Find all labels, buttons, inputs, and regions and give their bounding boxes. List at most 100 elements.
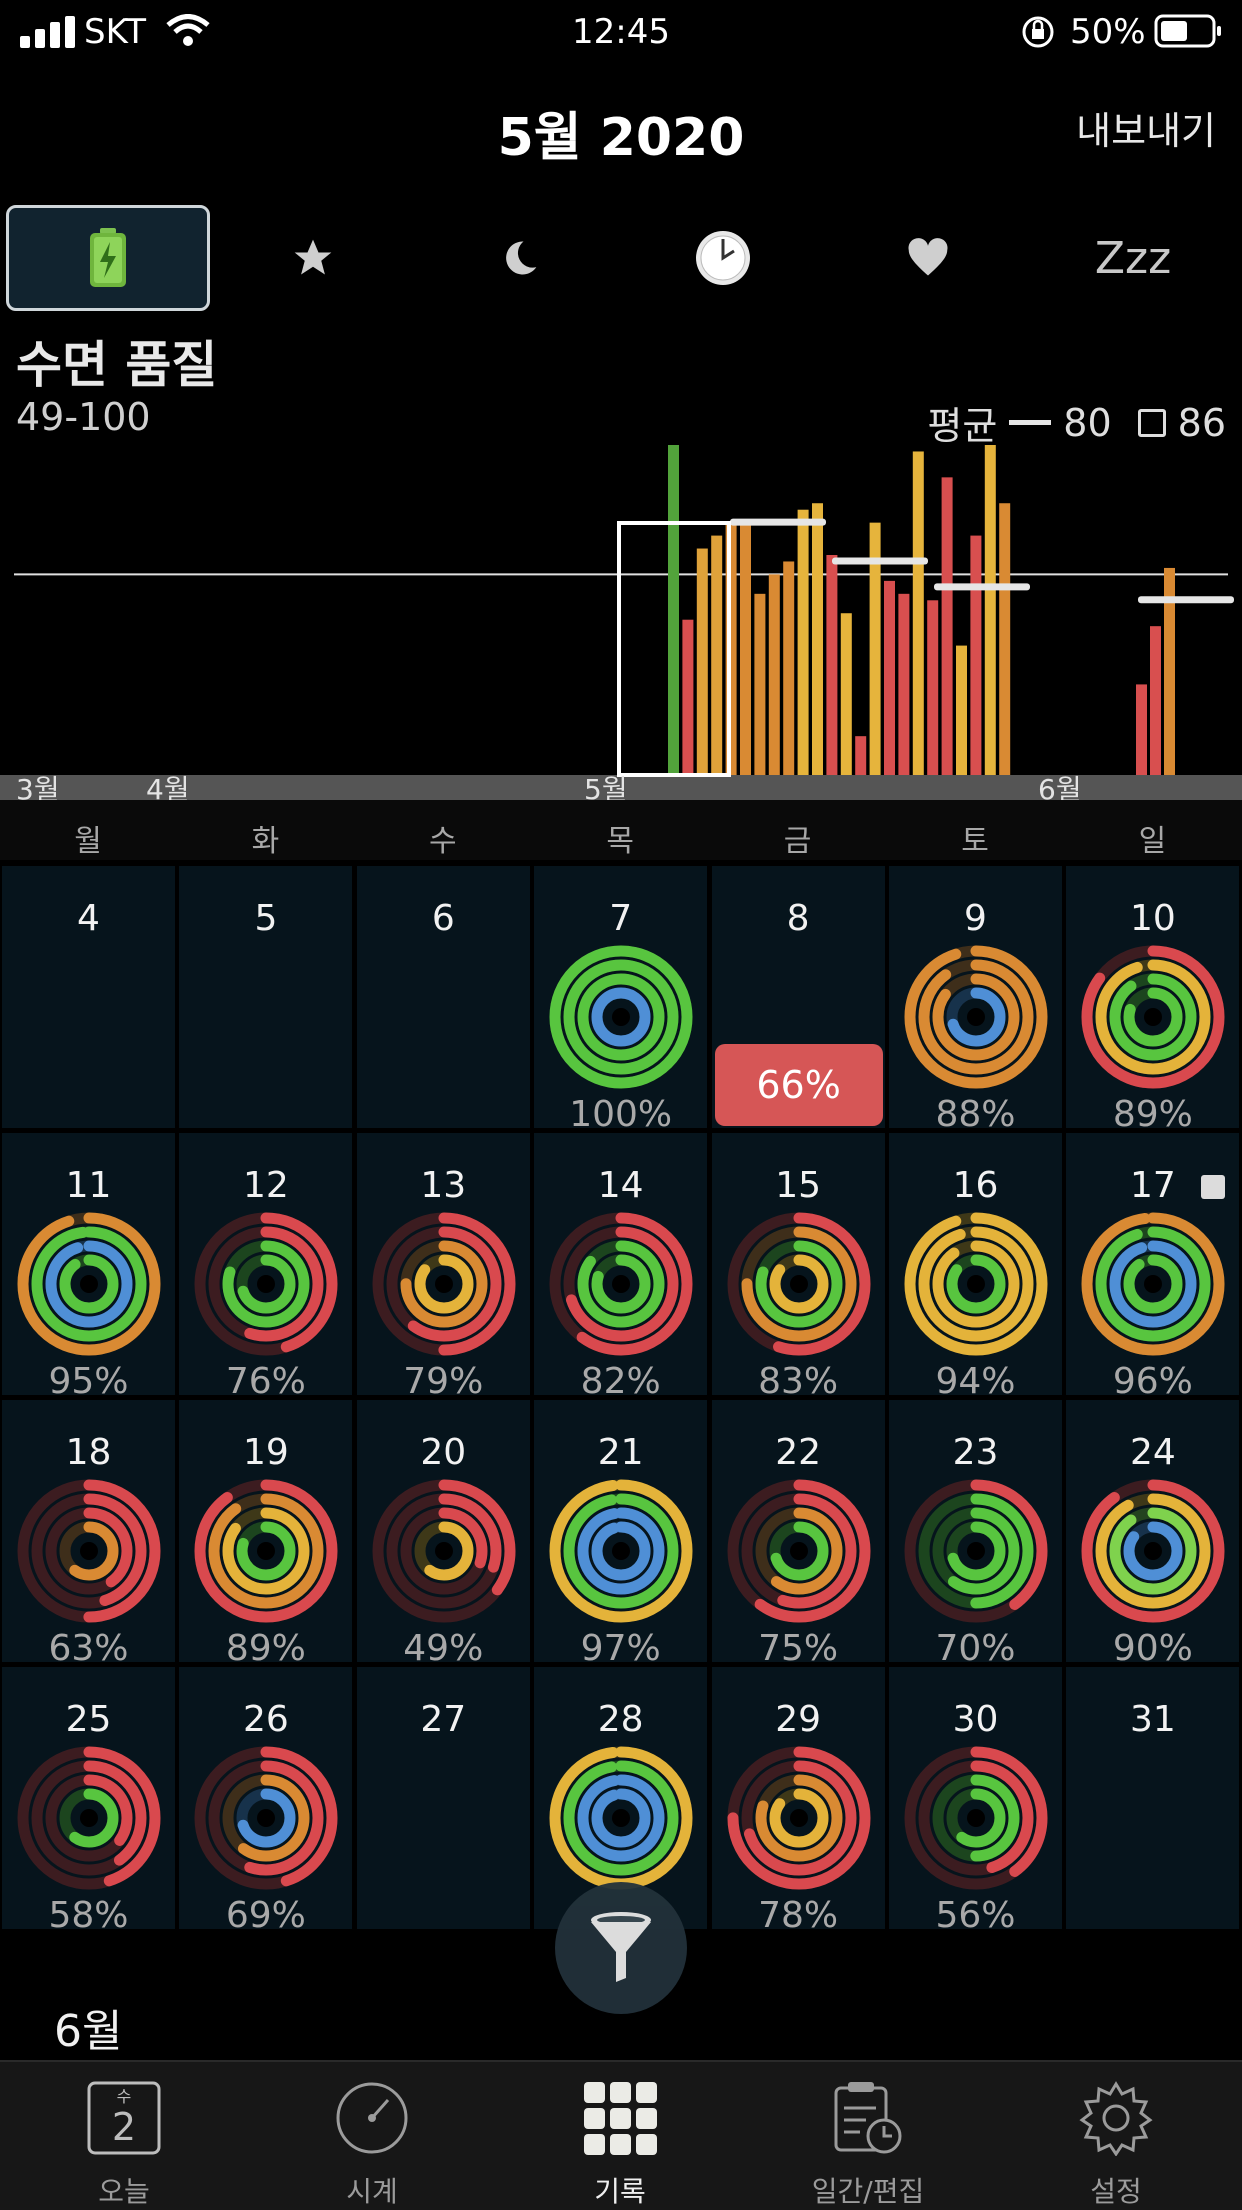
day-number: 28 [597, 1699, 644, 1740]
calendar-day-cell[interactable]: 5 [179, 866, 353, 1128]
calendar-day-cell[interactable]: 8 66% [711, 866, 885, 1128]
calendar-day-cell[interactable]: 22 75% [711, 1400, 885, 1669]
chart-bar [884, 580, 895, 775]
tab-heart[interactable] [826, 205, 1030, 311]
tab-history[interactable]: 기록 [496, 2062, 744, 2210]
activity-ring-icon [904, 1746, 1048, 1890]
clipboard-clock-icon [834, 2082, 902, 2154]
chart-bar [855, 736, 867, 775]
calendar-day-cell[interactable]: 19 89% [179, 1400, 353, 1669]
day-number: 10 [1129, 898, 1176, 939]
weekly-average-marker [730, 518, 826, 526]
tab-clock-gauge[interactable]: 시계 [248, 2062, 496, 2210]
calendar-day-cell[interactable]: 17 96% [1066, 1133, 1240, 1402]
calendar-day-cell[interactable]: 20 49% [356, 1400, 530, 1669]
activity-ring-icon [549, 1746, 693, 1890]
tab-label-clock: 시계 [346, 2175, 398, 2208]
day-number: 13 [420, 1165, 467, 1206]
activity-ring-icon [194, 1479, 338, 1623]
tab-star[interactable] [211, 205, 415, 311]
tab-moon[interactable] [416, 205, 620, 311]
today-weekday: 수 [117, 2087, 132, 2106]
calendar-day-cell[interactable]: 14 82% [534, 1133, 708, 1402]
carrier-label: SKT [84, 12, 147, 52]
chart-bar [768, 574, 780, 775]
average-line-swatch [1009, 420, 1052, 425]
calendar-day-cell[interactable]: 7 100% [534, 866, 708, 1135]
calendar-day-cell[interactable]: 25 58% [2, 1667, 175, 1936]
sleep-quality-chart[interactable]: 3월 4월 5월 6월 [0, 430, 1242, 850]
calendar-day-cell[interactable]: 28 [534, 1667, 708, 1929]
export-button[interactable]: 내보내기 [1076, 109, 1216, 153]
activity-ring-icon [372, 1212, 516, 1356]
calendar-day-cell[interactable]: 6 [356, 866, 530, 1128]
calendar-day-cell[interactable]: 10 89% [1066, 866, 1240, 1135]
weekday-label: 토 [961, 824, 989, 859]
day-number: 7 [609, 898, 633, 939]
chart-bar [797, 509, 809, 775]
calendar-day-cell[interactable]: 23 70% [889, 1400, 1062, 1669]
weekday-label: 화 [251, 824, 280, 859]
tab-daily-edit[interactable]: 일간/편집 [744, 2062, 992, 2210]
activity-ring-icon [194, 1212, 338, 1356]
calendar-day-cell[interactable]: 29 78% [711, 1667, 885, 1936]
tab-zzz[interactable]: Zzz [1031, 205, 1235, 311]
activity-ring-icon [727, 1746, 871, 1890]
activity-ring-icon [549, 945, 693, 1089]
chart-bar [696, 548, 708, 775]
day-number: 24 [1129, 1432, 1176, 1473]
funnel-icon [591, 1912, 651, 1982]
star-icon [294, 239, 332, 275]
calendar-day-cell[interactable]: 18 63% [2, 1400, 175, 1669]
activity-ring-icon [549, 1212, 693, 1356]
tab-settings[interactable]: 설정 [992, 2062, 1240, 2210]
metric-title: 수면 품질 [16, 336, 218, 394]
calendar-day-cell[interactable]: 16 94% [889, 1133, 1062, 1402]
sleep-score-percent: 63% [48, 1628, 129, 1669]
sleep-score-percent: 56% [935, 1895, 1016, 1936]
calendar-day-cell[interactable]: 27 [356, 1667, 530, 1929]
calendar-day-cell[interactable]: 9 88% [889, 866, 1062, 1135]
day-number: 14 [597, 1165, 644, 1206]
chart-bar [812, 503, 823, 775]
filter-button[interactable] [555, 1882, 687, 2014]
calendar-day-cell[interactable]: 21 97% [534, 1400, 708, 1669]
tab-clock[interactable] [621, 205, 825, 311]
calendar-day-cell[interactable]: 12 76% [179, 1133, 353, 1402]
calendar-day-cell[interactable]: 4 [2, 866, 175, 1128]
day-number: 12 [242, 1165, 289, 1206]
calendar-day-cell[interactable]: 30 56% [889, 1667, 1062, 1936]
metric-range: 49-100 [16, 395, 151, 439]
chart-bar [912, 451, 924, 775]
activity-ring-icon [17, 1212, 161, 1356]
day-number: 27 [420, 1699, 467, 1740]
calendar-day-cell[interactable]: 13 79% [356, 1133, 530, 1402]
calendar-day-cell[interactable]: 24 90% [1066, 1400, 1240, 1669]
day-number: 31 [1129, 1699, 1176, 1740]
day-number: 11 [65, 1165, 112, 1206]
day-number: 5 [254, 898, 278, 939]
calendar-day-cell[interactable]: 26 69% [179, 1667, 353, 1936]
grid-icon [584, 2082, 657, 2155]
calendar-day-cell[interactable]: 11 95% [2, 1133, 175, 1402]
day-number: 6 [431, 898, 455, 939]
chart-bar [668, 445, 679, 775]
sleep-score-percent: 97% [580, 1628, 661, 1669]
chart-bar [725, 522, 737, 775]
box-swatch [1137, 408, 1166, 437]
day-number: 26 [242, 1699, 289, 1740]
activity-ring-icon [904, 1212, 1048, 1356]
day-number: 17 [1129, 1165, 1176, 1206]
gauge-icon [336, 2082, 408, 2154]
tab-today[interactable]: 수 2 오늘 [0, 2062, 248, 2210]
calendar-day-cell[interactable]: 15 83% [711, 1133, 885, 1402]
activity-ring-icon [1081, 1479, 1225, 1623]
sleep-score-percent: 58% [48, 1895, 129, 1936]
tab-sleep-quality[interactable] [6, 205, 210, 311]
sleep-score-percent: 89% [225, 1628, 306, 1669]
weekday-label: 수 [428, 824, 457, 859]
average-value: 80 [1063, 400, 1112, 445]
calendar-day-cell[interactable]: 31 [1066, 1667, 1240, 1929]
page-title: 5월 2020 [497, 108, 745, 168]
